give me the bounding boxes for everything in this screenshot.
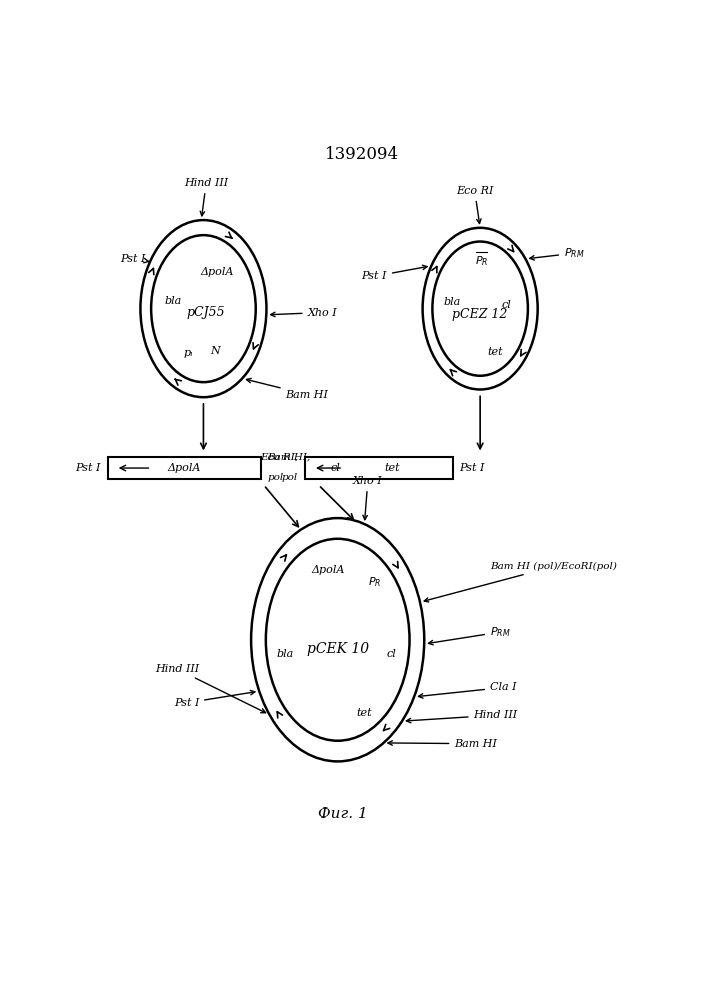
Text: Eco RI: Eco RI: [456, 186, 493, 224]
Text: Bam HI (pol)/EcoRI(pol): Bam HI (pol)/EcoRI(pol): [424, 562, 617, 602]
Text: cl: cl: [501, 300, 511, 310]
Text: Pst I: Pst I: [361, 265, 427, 281]
Text: Pst I: Pst I: [174, 690, 255, 708]
Text: tet: tet: [385, 463, 400, 473]
Text: cl: cl: [330, 463, 340, 473]
Text: ΔpolA: ΔpolA: [311, 565, 344, 575]
Text: Xho I: Xho I: [353, 476, 382, 520]
Text: $P_{RM}$: $P_{RM}$: [428, 625, 510, 645]
Text: Hind III: Hind III: [407, 710, 518, 723]
Bar: [107, 457, 261, 479]
Text: Bam HI: Bam HI: [388, 739, 497, 749]
Text: tet: tet: [356, 708, 372, 718]
Text: bla: bla: [277, 649, 294, 659]
Text: Hind III: Hind III: [184, 178, 228, 216]
Text: Xho I: Xho I: [271, 308, 337, 318]
Text: bla: bla: [165, 296, 182, 306]
Text: pCEZ 12: pCEZ 12: [452, 308, 508, 321]
Text: $P_{RM}$: $P_{RM}$: [530, 246, 585, 260]
Text: pol: pol: [282, 473, 298, 482]
Text: Cla I: Cla I: [419, 682, 517, 698]
Text: Pst I: Pst I: [76, 463, 101, 473]
Text: tet: tet: [488, 347, 503, 357]
Bar: [305, 457, 452, 479]
Text: Bam HI: Bam HI: [247, 378, 329, 399]
Text: pCJ55: pCJ55: [187, 306, 226, 319]
Text: Hind III: Hind III: [155, 664, 266, 713]
Text: $P_R$: $P_R$: [368, 575, 382, 589]
Text: Eco RI,: Eco RI,: [260, 453, 298, 462]
Text: Pst I: Pst I: [460, 463, 485, 473]
Text: pCEK 10: pCEK 10: [307, 642, 369, 656]
Text: Фиг. 1: Фиг. 1: [318, 807, 368, 821]
Text: ΔpolA: ΔpolA: [201, 267, 234, 277]
Text: $P_R$: $P_R$: [474, 254, 488, 268]
Text: 1392094: 1392094: [325, 146, 399, 163]
Text: pol: pol: [267, 473, 284, 482]
Text: Bam HI,: Bam HI,: [267, 453, 311, 462]
Text: Pst I: Pst I: [120, 254, 149, 264]
Text: ΔpolA: ΔpolA: [168, 463, 201, 473]
Text: pₗ: pₗ: [183, 348, 193, 358]
Text: N: N: [211, 346, 221, 356]
Text: bla: bla: [443, 297, 460, 307]
Text: cl: cl: [387, 649, 396, 659]
